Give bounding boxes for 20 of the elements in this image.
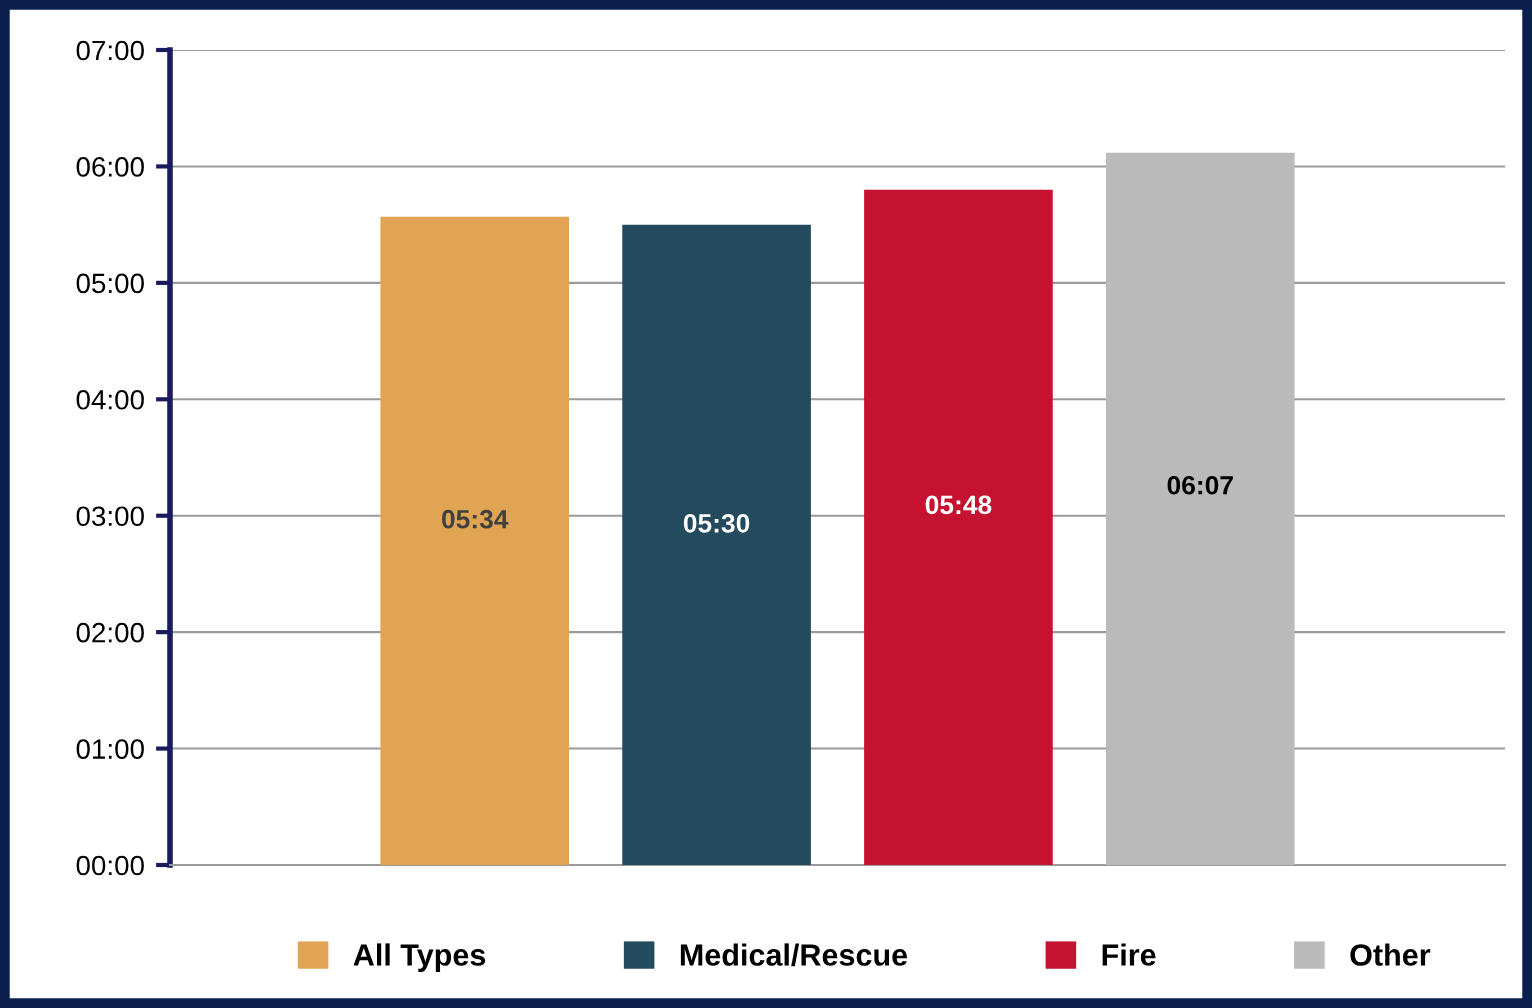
legend-label: Medical/Rescue [680,943,908,967]
data-label: 06:07 [1167,475,1233,495]
legend-label: Fire [1102,943,1156,966]
y-tick-label: 03:00 [76,506,144,527]
data-label: 05:34 [442,509,509,529]
bar [1105,152,1295,865]
y-tick-label: 07:00 [76,40,144,61]
bar [380,216,570,865]
y-tick-label: 04:00 [76,389,144,410]
y-tick-label: 02:00 [76,622,144,643]
bar [864,189,1053,865]
y-tick-label: 00:00 [76,855,144,876]
y-tick-label: 05:00 [76,273,144,294]
data-label: 05:30 [683,514,750,533]
bar [622,224,811,865]
legend-label: Other [1350,943,1431,966]
y-tick-label: 01:00 [76,739,144,759]
y-tick-label: 06:00 [76,157,144,177]
legend-label: All Types [353,943,486,972]
data-label: 05:48 [925,495,992,515]
